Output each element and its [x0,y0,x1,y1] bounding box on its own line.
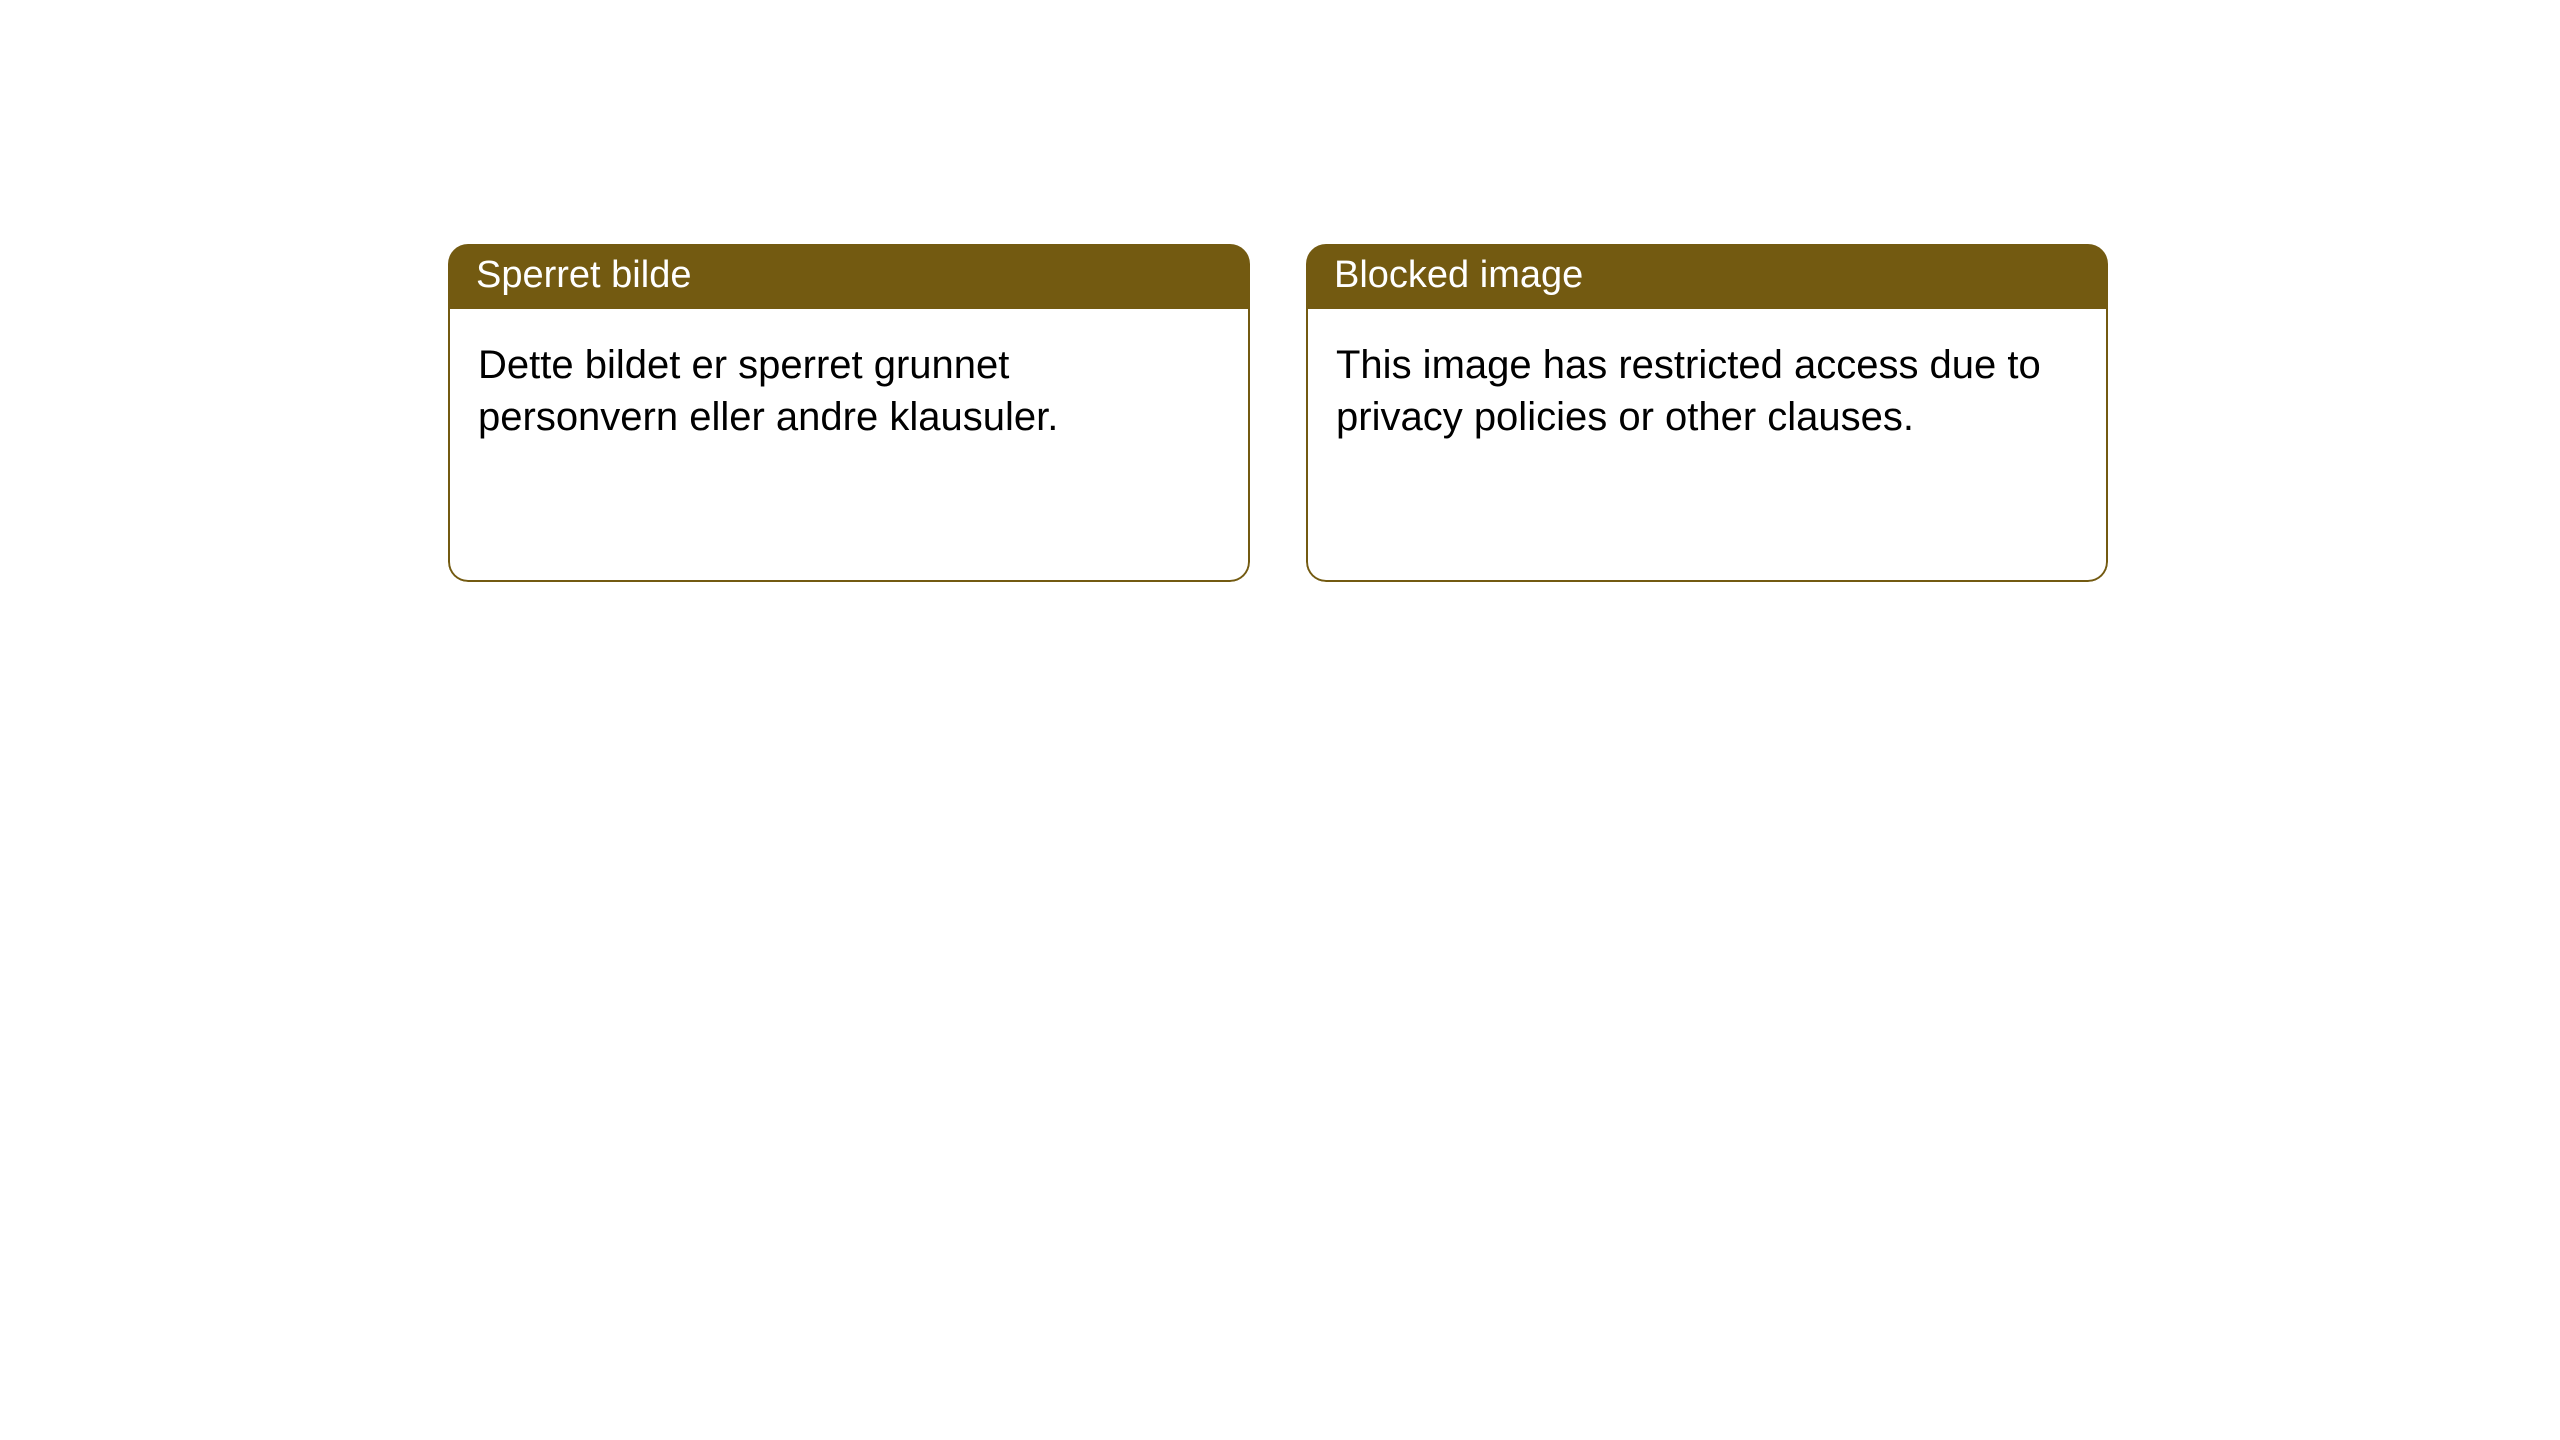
notice-body-en: This image has restricted access due to … [1306,309,2108,582]
notice-card-en: Blocked image This image has restricted … [1306,244,2108,582]
notice-container: Sperret bilde Dette bildet er sperret gr… [0,0,2560,582]
notice-body-no: Dette bildet er sperret grunnet personve… [448,309,1250,582]
notice-title-no: Sperret bilde [448,244,1250,309]
notice-title-en: Blocked image [1306,244,2108,309]
notice-card-no: Sperret bilde Dette bildet er sperret gr… [448,244,1250,582]
